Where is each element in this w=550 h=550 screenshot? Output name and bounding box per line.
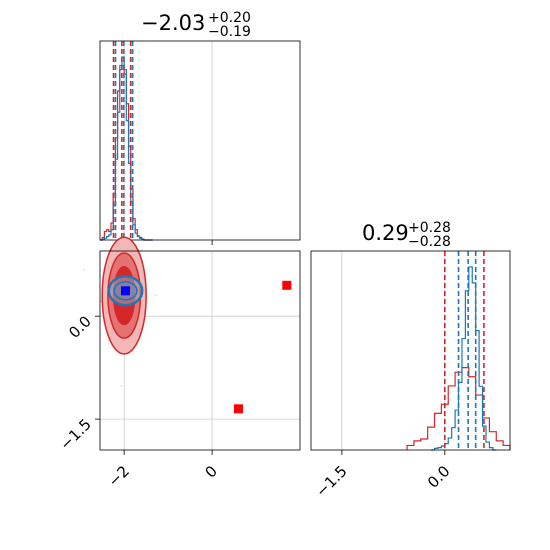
scatter-panel-2d: −2 0 0.0 −1.5 [56,235,301,490]
tick-label-y-0: 0.0 [65,312,95,342]
tick-label-d-x-0: −1.5 [312,462,350,500]
title-param2: 0.29 [362,221,409,245]
title-param1-value: −2.03 [141,11,205,35]
sample-point-28 [141,249,143,251]
frame-2d [99,250,301,451]
frame-param2 [310,250,511,451]
title-param2-plus: +0.28 [408,220,451,236]
title-param2-value: 0.29 [362,221,409,245]
tick-label-d-x-1: 0.0 [424,462,454,492]
title-param1-minus: −0.19 [208,24,251,40]
sample-point-118 [107,339,110,342]
sample-point-116 [138,235,141,237]
sample-point-81 [82,269,85,271]
hist-param1-blue [100,56,153,241]
tick-label-x-0: −2 [105,462,133,490]
title-param1: −2.03 [141,11,205,35]
marker-square-0 [282,280,292,290]
hist-param2-blue [431,266,497,451]
tick-label-x-1: 0 [201,462,220,481]
marker-square-2 [120,286,130,296]
histogram-panel-param2: −1.5 0.0 [310,250,511,501]
marker-square-1 [233,404,243,414]
frame-param1 [99,40,301,241]
tick-label-y-1: −1.5 [56,415,94,453]
title-param2-minus: −0.28 [408,234,451,250]
title-param1-plus: +0.20 [208,10,251,26]
sample-point-101 [120,384,123,387]
histogram-panel-param1 [99,40,301,245]
sample-point-111 [155,294,158,297]
